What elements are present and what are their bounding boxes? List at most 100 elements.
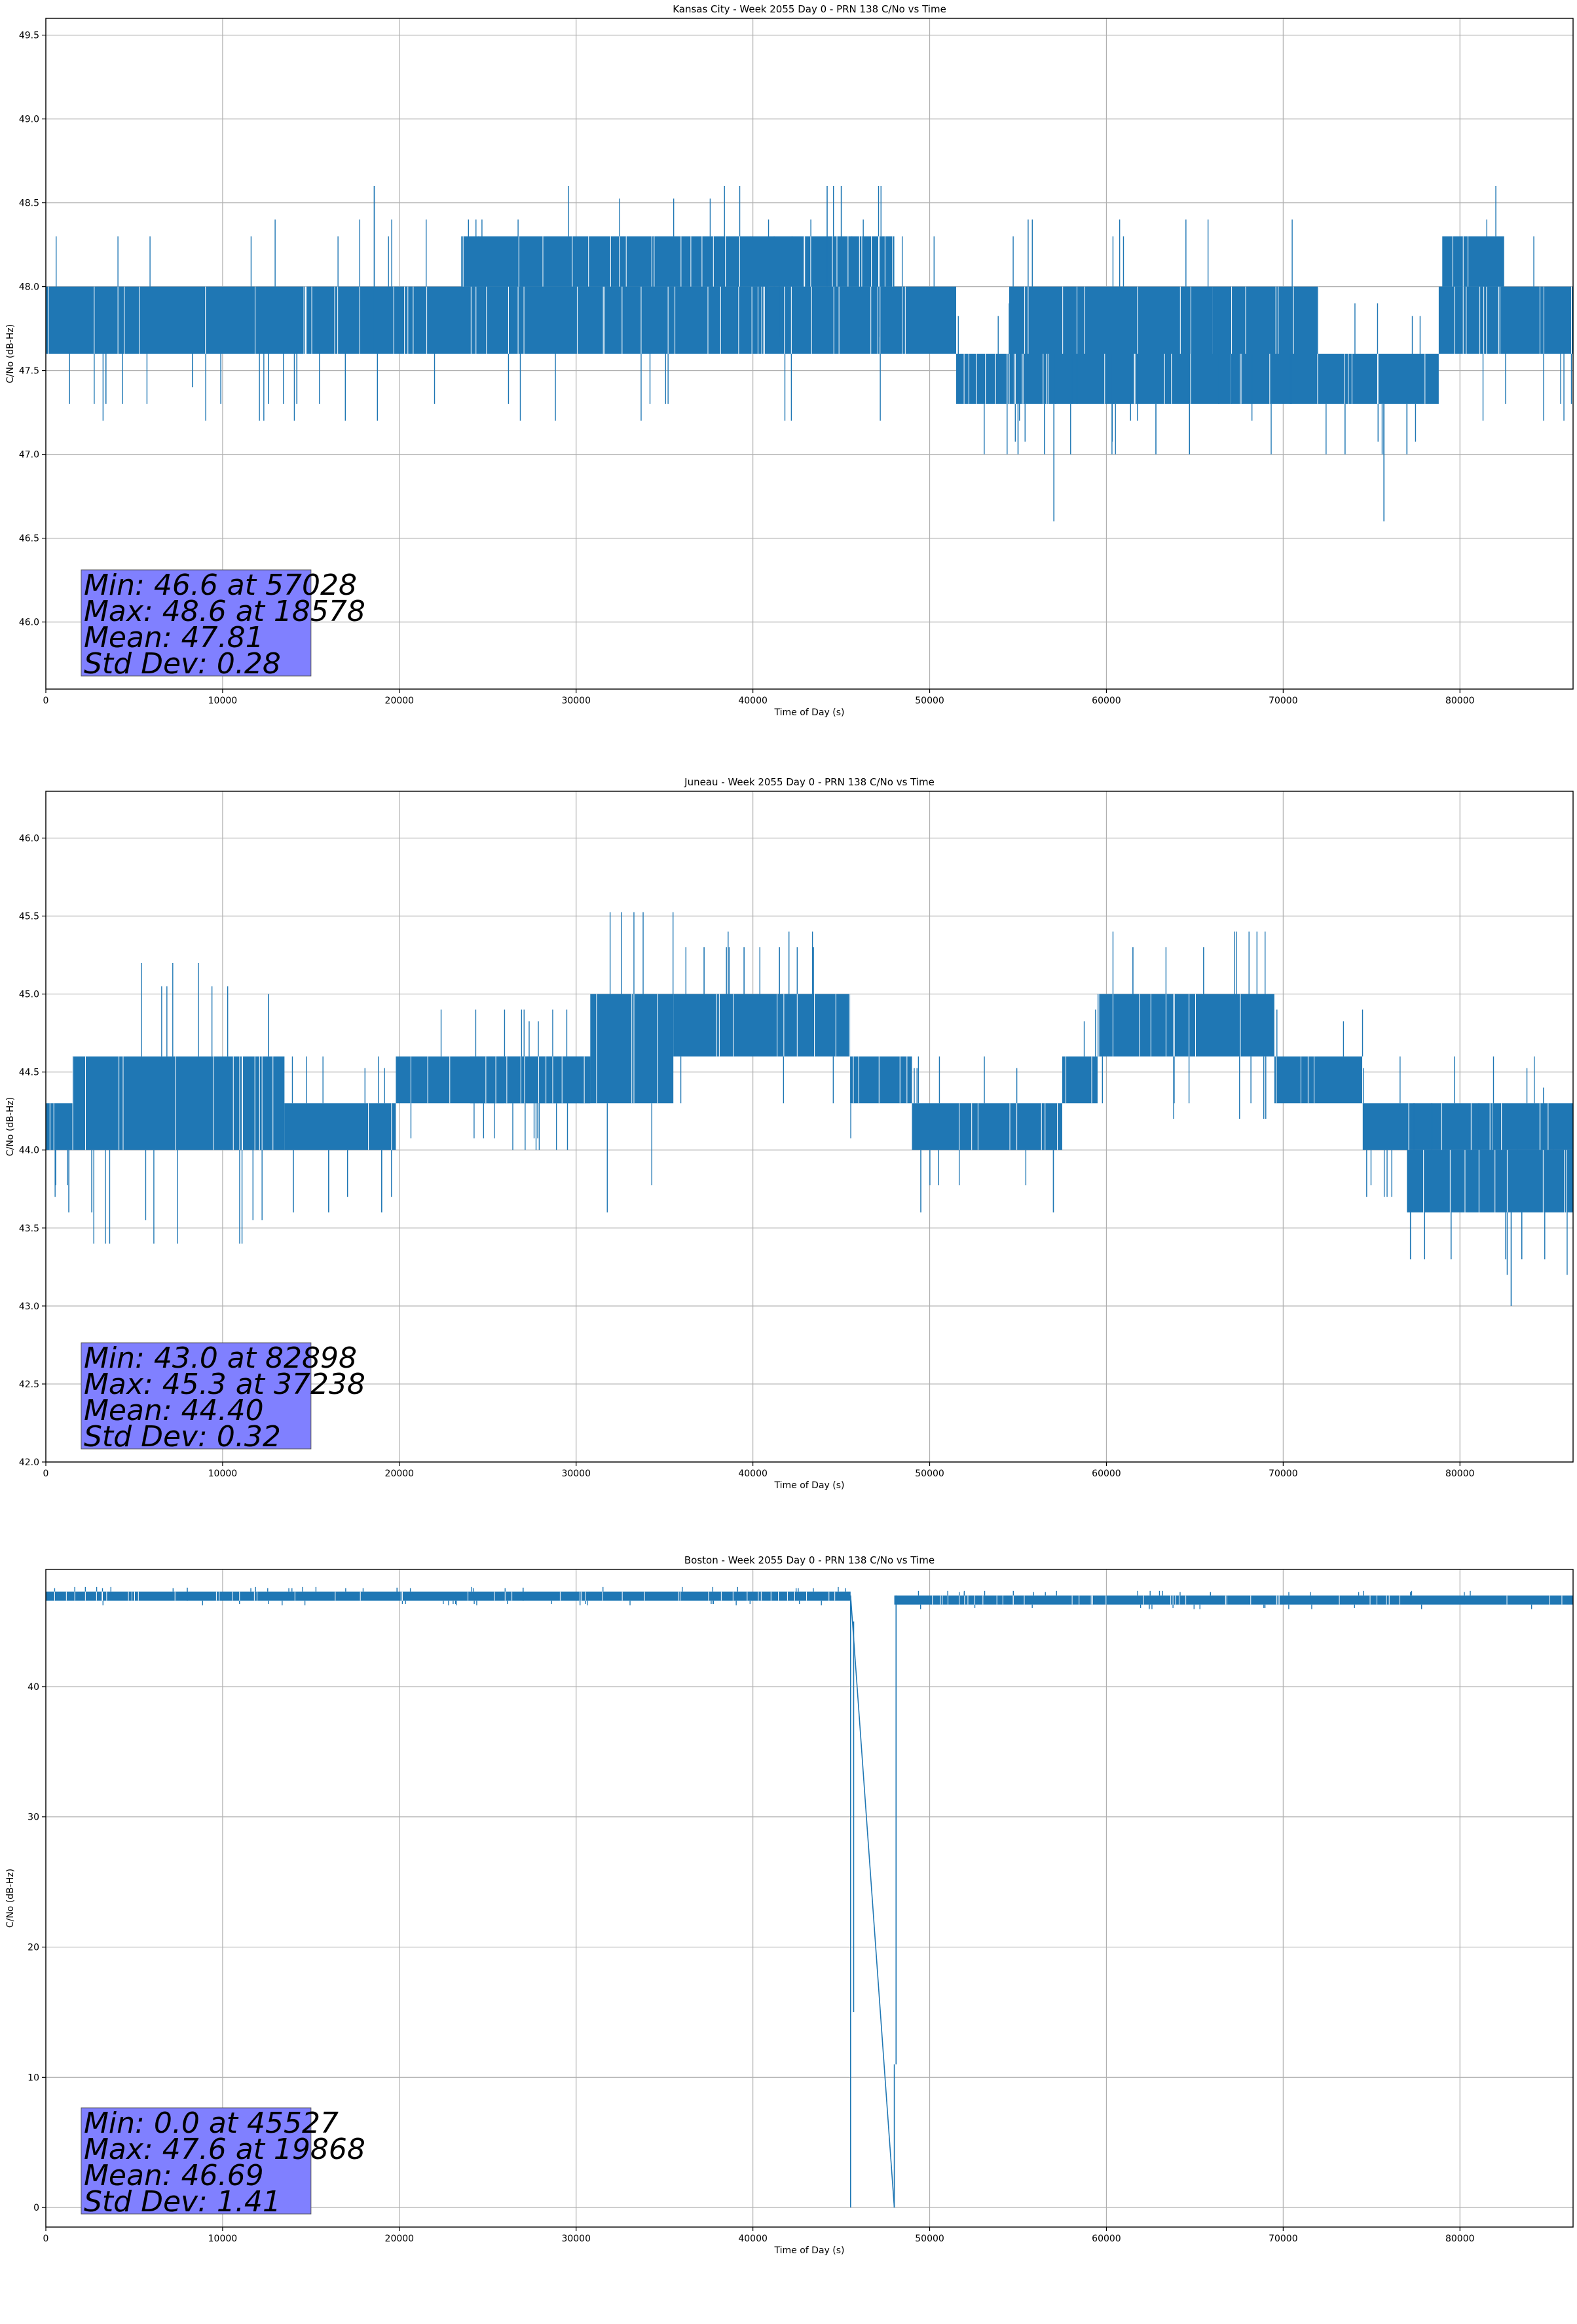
stats-line: Min: 0.0 at 45527 [84, 2107, 339, 2140]
data-band [1442, 236, 1504, 287]
stats-line: Std Dev: 1.41 [84, 2185, 281, 2219]
stats-box [81, 1342, 312, 1450]
x-tick-label: 70000 [1269, 1469, 1298, 1479]
stats-line: Mean: 44.40 [84, 1394, 264, 1427]
stats-line: Std Dev: 0.32 [84, 1420, 281, 1453]
data-series [46, 912, 1573, 1306]
y-tick-label: 43.0 [19, 1302, 39, 1312]
y-tick-label: 40 [28, 1682, 39, 1693]
data-series [46, 186, 1573, 521]
stats-line: Max: 45.3 at 37238 [84, 1368, 365, 1401]
x-tick-label: 70000 [1269, 2234, 1298, 2244]
data-band [46, 286, 957, 354]
data-band [1097, 994, 1274, 1057]
x-tick-label: 20000 [385, 696, 415, 706]
data-band [470, 1056, 591, 1104]
y-tick-label: 20 [28, 1943, 39, 1953]
data-band [850, 1056, 912, 1104]
x-tick-label: 50000 [915, 1469, 944, 1479]
y-axis-label: C/No (dB-Hz) [5, 1097, 16, 1156]
x-tick-label: 60000 [1092, 1469, 1121, 1479]
x-tick-label: 80000 [1445, 696, 1475, 706]
chart-kansas-city: Kansas City - Week 2055 Day 0 - PRN 138 … [5, 3, 1574, 718]
stats-line: Mean: 46.69 [84, 2159, 264, 2192]
x-tick-label: 10000 [208, 2234, 238, 2244]
plot-frame [45, 791, 1574, 1463]
y-tick-label: 49.5 [19, 31, 39, 41]
y-tick-label: 44.5 [19, 1068, 39, 1078]
data-band [1212, 286, 1319, 354]
y-tick-label: 42.0 [19, 1457, 39, 1468]
x-tick-label: 80000 [1445, 1469, 1475, 1479]
data-line [850, 1595, 895, 2208]
y-tick-label: 43.5 [19, 1224, 39, 1234]
data-band [1438, 286, 1573, 354]
data-band [284, 1103, 396, 1150]
x-tick-label: 0 [43, 1469, 49, 1479]
data-series [46, 1586, 1573, 2208]
y-tick-label: 46.0 [19, 618, 39, 628]
data-band [1407, 1150, 1573, 1212]
x-tick-label: 20000 [385, 1469, 415, 1479]
data-band [46, 1591, 851, 1601]
data-band [894, 1595, 1573, 1605]
y-tick-label: 46.5 [19, 534, 39, 544]
stats-line: Mean: 47.81 [84, 621, 264, 654]
x-tick-label: 10000 [208, 1469, 238, 1479]
y-tick-label: 30 [28, 1812, 39, 1823]
plot-frame [45, 18, 1574, 690]
y-tick-label: 0 [33, 2203, 39, 2213]
x-tick-label: 60000 [1092, 2234, 1121, 2244]
x-tick-label: 40000 [738, 2234, 768, 2244]
x-tick-label: 50000 [915, 696, 944, 706]
stats-line: Max: 47.6 at 19868 [84, 2133, 365, 2166]
x-tick-label: 40000 [738, 1469, 768, 1479]
data-band [673, 994, 851, 1057]
stats-box [81, 569, 312, 677]
x-tick-label: 30000 [561, 696, 591, 706]
y-axis-label: C/No (dB-Hz) [5, 1869, 16, 1928]
chart-title: Juneau - Week 2055 Day 0 - PRN 138 C/No … [684, 776, 935, 788]
x-tick-label: 70000 [1269, 696, 1298, 706]
x-axis-label: Time of Day (s) [774, 2245, 845, 2256]
x-tick-label: 20000 [385, 2234, 415, 2244]
y-tick-label: 48.0 [19, 282, 39, 293]
stats-line: Max: 48.6 at 18578 [84, 595, 365, 628]
data-band [1274, 1056, 1363, 1104]
y-tick-label: 45.5 [19, 912, 39, 922]
x-tick-label: 80000 [1445, 2234, 1475, 2244]
y-tick-label: 46.0 [19, 833, 39, 844]
chart-boston: Boston - Week 2055 Day 0 - PRN 138 C/No … [5, 1554, 1574, 2256]
chart-panel-kansas-city: Kansas City - Week 2055 Day 0 - PRN 138 … [0, 0, 1577, 773]
y-tick-label: 47.0 [19, 450, 39, 460]
y-tick-label: 42.5 [19, 1379, 39, 1390]
data-band [1362, 1103, 1573, 1150]
chart-panel-boston: Boston - Week 2055 Day 0 - PRN 138 C/No … [0, 1546, 1577, 2324]
stats-line: Min: 43.0 at 82898 [84, 1341, 357, 1375]
y-tick-label: 44.0 [19, 1146, 39, 1156]
x-tick-label: 60000 [1092, 696, 1121, 706]
x-tick-label: 10000 [208, 696, 238, 706]
x-tick-label: 30000 [561, 2234, 591, 2244]
data-band [1062, 1056, 1098, 1104]
x-tick-label: 30000 [561, 1469, 591, 1479]
x-tick-label: 0 [43, 696, 49, 706]
plot-frame [45, 1569, 1574, 2228]
y-axis-label: C/No (dB-Hz) [5, 324, 16, 383]
chart-juneau: Juneau - Week 2055 Day 0 - PRN 138 C/No … [5, 776, 1574, 1491]
chart-title: Boston - Week 2055 Day 0 - PRN 138 C/No … [684, 1554, 935, 1566]
data-band [461, 236, 895, 287]
stats-line: Min: 46.6 at 57028 [84, 569, 357, 602]
data-band [1009, 286, 1213, 354]
y-tick-label: 47.5 [19, 366, 39, 377]
x-axis-label: Time of Day (s) [774, 1480, 845, 1491]
data-band [956, 354, 1439, 404]
x-axis-label: Time of Day (s) [774, 707, 845, 718]
x-tick-label: 50000 [915, 2234, 944, 2244]
x-tick-label: 40000 [738, 696, 768, 706]
x-tick-label: 0 [43, 2234, 49, 2244]
y-tick-label: 45.0 [19, 990, 39, 1000]
stats-line: Std Dev: 0.28 [84, 647, 281, 681]
y-tick-label: 49.0 [19, 115, 39, 125]
chart-panel-juneau: Juneau - Week 2055 Day 0 - PRN 138 C/No … [0, 773, 1577, 1546]
